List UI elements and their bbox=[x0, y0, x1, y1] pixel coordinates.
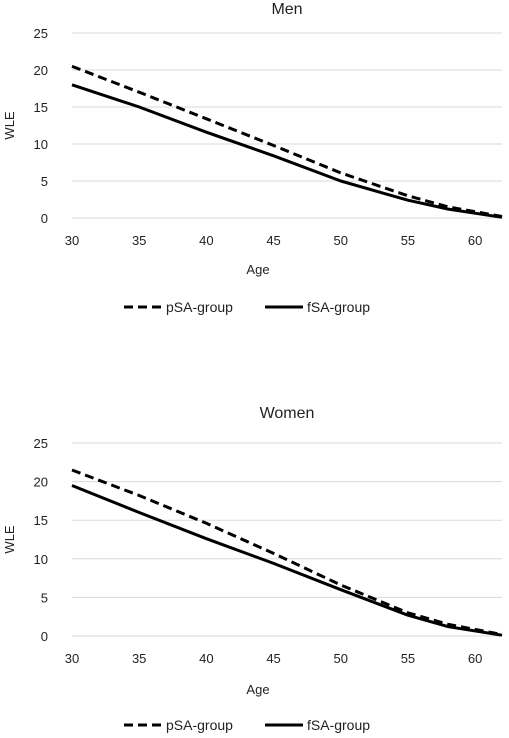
chart-title: Women bbox=[260, 405, 315, 422]
y-tick-label: 5 bbox=[41, 174, 48, 189]
series-line-psa-group bbox=[71, 64, 503, 218]
x-tick-label: 60 bbox=[468, 651, 482, 666]
y-tick-label: 20 bbox=[34, 475, 48, 490]
x-tick-label: 35 bbox=[132, 233, 146, 248]
x-tick-label: 40 bbox=[199, 651, 213, 666]
y-tick-label: 10 bbox=[34, 552, 48, 567]
series-line-fsa-group bbox=[71, 83, 503, 219]
chart-title: Men bbox=[271, 1, 302, 18]
legend-label: fSA-group bbox=[307, 299, 370, 315]
x-tick-label: 30 bbox=[65, 233, 79, 248]
y-tick-label: 25 bbox=[34, 26, 48, 41]
x-tick-label: 60 bbox=[468, 233, 482, 248]
legend: pSA-group fSA-group bbox=[124, 299, 370, 315]
y-tick-label: 15 bbox=[34, 100, 48, 115]
legend-label: fSA-group bbox=[307, 717, 370, 733]
x-axis-label: Age bbox=[246, 682, 269, 697]
x-tick-label: 30 bbox=[65, 651, 79, 666]
x-tick-label: 40 bbox=[199, 233, 213, 248]
legend-label: pSA-group bbox=[166, 717, 233, 733]
y-tick-label: 10 bbox=[34, 137, 48, 152]
y-tick-label: 0 bbox=[41, 629, 48, 644]
x-tick-label: 50 bbox=[334, 651, 348, 666]
y-tick-label: 0 bbox=[41, 211, 48, 226]
y-axis-label: WLE bbox=[2, 525, 17, 554]
x-tick-label: 45 bbox=[266, 233, 280, 248]
series-line-fsa-group bbox=[71, 484, 503, 637]
x-axis-label: Age bbox=[246, 262, 269, 277]
legend: pSA-group fSA-group bbox=[124, 717, 370, 733]
y-tick-label: 5 bbox=[41, 590, 48, 605]
x-tick-label: 55 bbox=[401, 651, 415, 666]
chart-2: Women 0 5 10 15 20 25 30 35 40 45 50 55 60 WLE Age pSA-g… bbox=[2, 405, 503, 733]
x-tick-label: 45 bbox=[266, 651, 280, 666]
y-tick-label: 20 bbox=[34, 63, 48, 78]
series-line-psa-group bbox=[71, 468, 503, 636]
legend-label: pSA-group bbox=[166, 299, 233, 315]
y-tick-label: 25 bbox=[34, 436, 48, 451]
x-tick-label: 35 bbox=[132, 651, 146, 666]
x-tick-label: 55 bbox=[401, 233, 415, 248]
chart-1: Men 0 5 10 15 20 25 30 35 40 45 50 55 60 WLE Age pSA-gro… bbox=[2, 1, 503, 315]
y-tick-label: 15 bbox=[34, 513, 48, 528]
x-tick-label: 50 bbox=[334, 233, 348, 248]
y-axis-label: WLE bbox=[2, 111, 17, 140]
